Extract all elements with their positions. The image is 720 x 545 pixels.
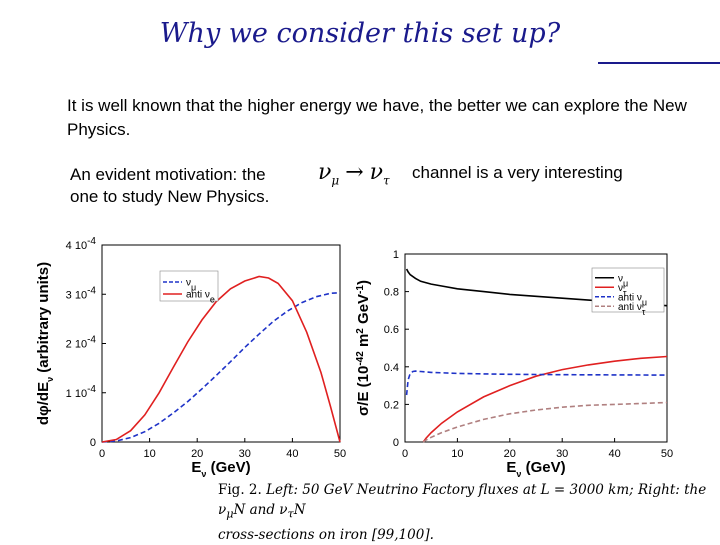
- paragraph-motivation-line2: one to study New Physics.: [70, 187, 270, 206]
- chart1-legend-label: anti νe: [186, 290, 215, 305]
- chart1-ylabel: dφ/dEν (arbitrary units): [35, 262, 55, 425]
- chart2-ytick-label: 1: [393, 249, 399, 261]
- chart2-xtick-label: 20: [504, 448, 516, 460]
- caption-end: N: [293, 502, 306, 518]
- formula-to: ν: [369, 160, 383, 185]
- caption-line2: cross-sections on iron [99,100].: [218, 526, 434, 543]
- chart1-xtick-label: 20: [191, 448, 203, 460]
- chart2-series-line: [422, 401, 668, 443]
- formula-to-sub: τ: [383, 173, 390, 188]
- chart1-xtick-label: 40: [286, 448, 298, 460]
- chart2-plot-frame: [404, 253, 668, 443]
- chart2-xtick-label: 0: [402, 448, 408, 460]
- formula-arrow: →: [345, 160, 364, 185]
- chart1-series-line: [101, 292, 341, 443]
- chart1-plot-frame: [101, 244, 341, 443]
- formula-from-sub: μ: [331, 173, 340, 188]
- chart2-ytick-label: 0.8: [384, 287, 399, 299]
- chart2-xtick-label: 10: [451, 448, 463, 460]
- chart2-series-line: [405, 370, 668, 396]
- channel-formula: νμ → ντ: [318, 160, 390, 187]
- paragraph-motivation-start: An evident motivation: the: [70, 165, 266, 184]
- paragraph-motivation-end: channel is a very interesting: [412, 163, 623, 182]
- chart2-xtick-label: 50: [661, 448, 673, 460]
- chart1-ytick-label: 2 10-4: [66, 334, 97, 351]
- caption-sub1: μ: [226, 507, 234, 521]
- chart2-series-line: [422, 355, 668, 443]
- caption-mid: N and ν: [233, 502, 288, 518]
- slide-title: Why we consider this set up?: [159, 18, 561, 49]
- chart2-ytick-label: 0.4: [384, 362, 399, 374]
- chart2-xtick-label: 30: [556, 448, 568, 460]
- chart2-legend-label: νμ: [618, 273, 628, 288]
- formula-from: ν: [318, 160, 332, 185]
- paragraph-energy: It is well known that the higher energy …: [67, 96, 687, 139]
- chart1-xlabel: Eν (GeV): [191, 459, 250, 479]
- chart1-xtick-label: 10: [143, 448, 155, 460]
- caption-sub2: τ: [287, 507, 294, 521]
- caption-text: Left: 50 GeV Neutrino Factory fluxes at …: [218, 482, 707, 518]
- title-accent-line: [598, 62, 720, 64]
- chart1-xtick-label: 50: [334, 448, 346, 460]
- chart2-xtick-label: 40: [608, 448, 620, 460]
- chart1-ytick-label: 3 10-4: [66, 285, 97, 302]
- chart1-ytick-label: 0: [90, 437, 96, 449]
- chart2-ytick-label: 0.2: [384, 399, 399, 411]
- chart2-ytick-label: 0.6: [384, 324, 399, 336]
- caption-label: Fig. 2.: [218, 482, 262, 498]
- chart1-legend-box: [159, 270, 219, 302]
- chart2-legend-label: anti ντ: [618, 302, 646, 317]
- chart1-xtick-label: 30: [239, 448, 251, 460]
- chart2-ylabel: σ/E (10-42 m2 GeV-1): [355, 280, 373, 416]
- chart2-legend-label: ντ: [618, 283, 627, 298]
- chart1-xtick-label: 0: [99, 448, 105, 460]
- chart1-ytick-label: 4 10-4: [66, 236, 97, 253]
- figure-caption: Fig. 2. Left: 50 GeV Neutrino Factory fl…: [218, 480, 718, 545]
- chart2-legend-label: anti νμ: [618, 292, 647, 307]
- chart1-ytick-label: 1 10-4: [66, 383, 97, 400]
- chart2-ytick-label: 0: [393, 437, 399, 449]
- chart1-series-line: [101, 275, 341, 443]
- chart2-legend-box: [591, 267, 665, 313]
- chart2-xlabel: Eν (GeV): [506, 459, 565, 479]
- chart1-legend-label: νμ: [186, 278, 196, 293]
